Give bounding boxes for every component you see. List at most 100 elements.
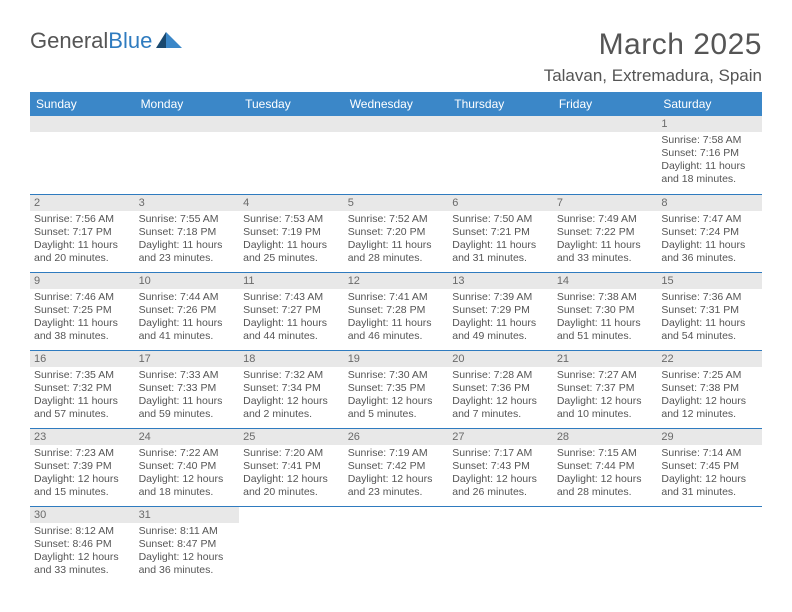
calendar-cell <box>135 116 240 194</box>
sunrise-text: Sunrise: 8:12 AM <box>34 525 131 538</box>
sunrise-text: Sunrise: 7:15 AM <box>557 447 654 460</box>
calendar-cell: 4Sunrise: 7:53 AMSunset: 7:19 PMDaylight… <box>239 194 344 272</box>
sunset-text: Sunset: 7:17 PM <box>34 226 131 239</box>
daylight-text: Daylight: 11 hours and 54 minutes. <box>661 317 758 343</box>
sunset-text: Sunset: 7:33 PM <box>139 382 236 395</box>
calendar-cell: 13Sunrise: 7:39 AMSunset: 7:29 PMDayligh… <box>448 272 553 350</box>
sunrise-text: Sunrise: 7:39 AM <box>452 291 549 304</box>
daylight-text: Daylight: 12 hours and 15 minutes. <box>34 473 131 499</box>
sunrise-text: Sunrise: 7:38 AM <box>557 291 654 304</box>
sunset-text: Sunset: 7:16 PM <box>661 147 758 160</box>
calendar-cell: 5Sunrise: 7:52 AMSunset: 7:20 PMDaylight… <box>344 194 449 272</box>
daylight-text: Daylight: 11 hours and 23 minutes. <box>139 239 236 265</box>
day-header: Saturday <box>657 92 762 116</box>
day-info: Sunrise: 7:22 AMSunset: 7:40 PMDaylight:… <box>135 445 240 502</box>
day-info: Sunrise: 7:23 AMSunset: 7:39 PMDaylight:… <box>30 445 135 502</box>
day-info: Sunrise: 7:17 AMSunset: 7:43 PMDaylight:… <box>448 445 553 502</box>
calendar-cell: 28Sunrise: 7:15 AMSunset: 7:44 PMDayligh… <box>553 428 658 506</box>
daylight-text: Daylight: 12 hours and 28 minutes. <box>557 473 654 499</box>
day-info: Sunrise: 7:33 AMSunset: 7:33 PMDaylight:… <box>135 367 240 424</box>
sunrise-text: Sunrise: 7:35 AM <box>34 369 131 382</box>
daylight-text: Daylight: 11 hours and 41 minutes. <box>139 317 236 343</box>
day-number: 18 <box>239 351 344 367</box>
daylight-text: Daylight: 12 hours and 20 minutes. <box>243 473 340 499</box>
calendar-row: 30Sunrise: 8:12 AMSunset: 8:46 PMDayligh… <box>30 506 762 584</box>
daylight-text: Daylight: 12 hours and 12 minutes. <box>661 395 758 421</box>
daylight-text: Daylight: 11 hours and 31 minutes. <box>452 239 549 265</box>
sunrise-text: Sunrise: 7:46 AM <box>34 291 131 304</box>
calendar-cell <box>30 116 135 194</box>
day-number-empty <box>344 116 449 132</box>
day-number: 22 <box>657 351 762 367</box>
sunrise-text: Sunrise: 7:58 AM <box>661 134 758 147</box>
day-number: 11 <box>239 273 344 289</box>
sunrise-text: Sunrise: 7:22 AM <box>139 447 236 460</box>
sunset-text: Sunset: 7:26 PM <box>139 304 236 317</box>
sunset-text: Sunset: 7:20 PM <box>348 226 445 239</box>
day-number-empty <box>135 116 240 132</box>
day-header: Tuesday <box>239 92 344 116</box>
sunset-text: Sunset: 7:28 PM <box>348 304 445 317</box>
day-header-row: SundayMondayTuesdayWednesdayThursdayFrid… <box>30 92 762 116</box>
sunrise-text: Sunrise: 7:44 AM <box>139 291 236 304</box>
daylight-text: Daylight: 11 hours and 57 minutes. <box>34 395 131 421</box>
day-info: Sunrise: 7:36 AMSunset: 7:31 PMDaylight:… <box>657 289 762 346</box>
day-info: Sunrise: 7:20 AMSunset: 7:41 PMDaylight:… <box>239 445 344 502</box>
logo-text-1: General <box>30 28 108 54</box>
calendar-cell <box>239 116 344 194</box>
sunrise-text: Sunrise: 7:50 AM <box>452 213 549 226</box>
day-number-empty <box>239 116 344 132</box>
daylight-text: Daylight: 12 hours and 2 minutes. <box>243 395 340 421</box>
calendar-row: 16Sunrise: 7:35 AMSunset: 7:32 PMDayligh… <box>30 350 762 428</box>
daylight-text: Daylight: 12 hours and 26 minutes. <box>452 473 549 499</box>
day-number: 20 <box>448 351 553 367</box>
daylight-text: Daylight: 12 hours and 18 minutes. <box>139 473 236 499</box>
day-number: 15 <box>657 273 762 289</box>
calendar-cell <box>344 116 449 194</box>
day-number: 9 <box>30 273 135 289</box>
calendar-cell: 2Sunrise: 7:56 AMSunset: 7:17 PMDaylight… <box>30 194 135 272</box>
sunset-text: Sunset: 7:40 PM <box>139 460 236 473</box>
daylight-text: Daylight: 11 hours and 38 minutes. <box>34 317 131 343</box>
day-number: 7 <box>553 195 658 211</box>
calendar-cell: 25Sunrise: 7:20 AMSunset: 7:41 PMDayligh… <box>239 428 344 506</box>
day-info: Sunrise: 7:14 AMSunset: 7:45 PMDaylight:… <box>657 445 762 502</box>
day-number: 21 <box>553 351 658 367</box>
sunrise-text: Sunrise: 7:32 AM <box>243 369 340 382</box>
day-info: Sunrise: 7:43 AMSunset: 7:27 PMDaylight:… <box>239 289 344 346</box>
day-info: Sunrise: 7:35 AMSunset: 7:32 PMDaylight:… <box>30 367 135 424</box>
sunset-text: Sunset: 7:19 PM <box>243 226 340 239</box>
day-number: 12 <box>344 273 449 289</box>
day-info: Sunrise: 8:11 AMSunset: 8:47 PMDaylight:… <box>135 523 240 580</box>
day-number-empty <box>448 116 553 132</box>
day-number: 8 <box>657 195 762 211</box>
sunset-text: Sunset: 7:45 PM <box>661 460 758 473</box>
daylight-text: Daylight: 11 hours and 36 minutes. <box>661 239 758 265</box>
calendar-row: 1Sunrise: 7:58 AMSunset: 7:16 PMDaylight… <box>30 116 762 194</box>
calendar-cell: 10Sunrise: 7:44 AMSunset: 7:26 PMDayligh… <box>135 272 240 350</box>
day-header: Monday <box>135 92 240 116</box>
calendar-table: SundayMondayTuesdayWednesdayThursdayFrid… <box>30 92 762 584</box>
sunset-text: Sunset: 7:42 PM <box>348 460 445 473</box>
day-info: Sunrise: 7:44 AMSunset: 7:26 PMDaylight:… <box>135 289 240 346</box>
day-info: Sunrise: 7:39 AMSunset: 7:29 PMDaylight:… <box>448 289 553 346</box>
sunset-text: Sunset: 7:32 PM <box>34 382 131 395</box>
day-number: 3 <box>135 195 240 211</box>
daylight-text: Daylight: 12 hours and 31 minutes. <box>661 473 758 499</box>
calendar-cell: 20Sunrise: 7:28 AMSunset: 7:36 PMDayligh… <box>448 350 553 428</box>
day-number: 2 <box>30 195 135 211</box>
logo-text-2: Blue <box>108 28 152 54</box>
sunrise-text: Sunrise: 7:27 AM <box>557 369 654 382</box>
calendar-cell: 26Sunrise: 7:19 AMSunset: 7:42 PMDayligh… <box>344 428 449 506</box>
calendar-cell <box>657 506 762 584</box>
sunset-text: Sunset: 8:46 PM <box>34 538 131 551</box>
sunset-text: Sunset: 7:44 PM <box>557 460 654 473</box>
calendar-cell: 18Sunrise: 7:32 AMSunset: 7:34 PMDayligh… <box>239 350 344 428</box>
sunrise-text: Sunrise: 7:30 AM <box>348 369 445 382</box>
sunset-text: Sunset: 7:18 PM <box>139 226 236 239</box>
sunrise-text: Sunrise: 7:52 AM <box>348 213 445 226</box>
day-info: Sunrise: 7:55 AMSunset: 7:18 PMDaylight:… <box>135 211 240 268</box>
day-number: 27 <box>448 429 553 445</box>
daylight-text: Daylight: 11 hours and 20 minutes. <box>34 239 131 265</box>
day-number: 24 <box>135 429 240 445</box>
